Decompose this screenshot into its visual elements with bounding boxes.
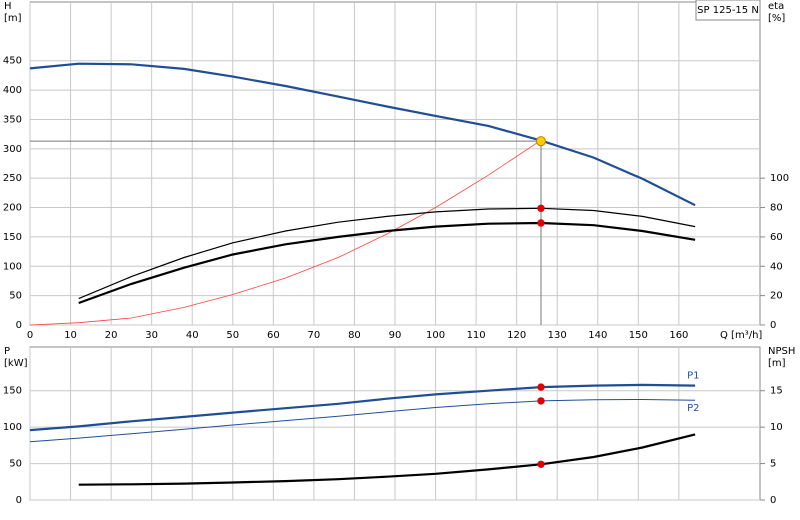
x-tick-label: 70 <box>308 330 321 341</box>
y2-tick-label: 0 <box>770 495 776 506</box>
series-line <box>29 383 696 432</box>
y2-tick-label: 10 <box>770 422 783 433</box>
y2-tick-label: 0 <box>770 320 776 331</box>
y2-tick-label: 40 <box>770 261 783 272</box>
y-tick-label: 0 <box>16 495 22 506</box>
y-tick-label: 0 <box>16 320 22 331</box>
y2-tick-label: 20 <box>770 291 783 302</box>
marker <box>537 397 545 405</box>
y2-axis-label: NPSH <box>768 346 795 357</box>
y-axis-label: P <box>4 346 10 357</box>
y2-tick-label: 15 <box>770 386 783 397</box>
x-tick-label: 20 <box>105 330 118 341</box>
y-tick-label: 400 <box>3 85 22 96</box>
y2-axis-label: [%] <box>768 13 785 24</box>
marker <box>537 460 545 468</box>
y-tick-label: 200 <box>3 203 22 214</box>
y-tick-label: 250 <box>3 173 22 184</box>
y2-tick-label: 100 <box>770 173 789 184</box>
series-label: P1 <box>687 371 699 382</box>
x-tick-label: 90 <box>389 330 402 341</box>
marker <box>537 219 545 227</box>
x-tick-label: 100 <box>426 330 445 341</box>
y-tick-label: 450 <box>3 56 22 67</box>
y-tick-label: 350 <box>3 114 22 125</box>
x-tick-label: 50 <box>226 330 239 341</box>
marker <box>537 383 545 391</box>
series-line <box>78 207 696 300</box>
series-line <box>29 398 696 443</box>
y-axis-label: H <box>4 1 12 12</box>
y2-tick-label: 60 <box>770 232 783 243</box>
y-tick-label: 300 <box>3 144 22 155</box>
x-tick-label: 120 <box>507 330 526 341</box>
y2-axis-label: eta <box>768 1 784 12</box>
y2-tick-label: 80 <box>770 203 783 214</box>
y2-tick-label: 5 <box>770 459 776 470</box>
x-tick-label: 0 <box>27 330 33 341</box>
y-tick-label: 150 <box>3 386 22 397</box>
x-tick-label: 80 <box>348 330 361 341</box>
y2-axis-label: [m] <box>768 358 786 369</box>
x-tick-label: 40 <box>186 330 199 341</box>
series-line <box>29 62 696 207</box>
y-tick-label: 50 <box>9 291 22 302</box>
x-tick-label: 10 <box>64 330 77 341</box>
y-axis-label: [kW] <box>4 358 28 369</box>
y-axis-label: [m] <box>4 13 22 24</box>
x-tick-label: 160 <box>669 330 688 341</box>
label-box-text: SP 125-15 N <box>697 5 759 16</box>
series-label: P2 <box>687 403 699 414</box>
label-box <box>695 0 761 21</box>
x-tick-label: 130 <box>548 330 567 341</box>
y-tick-label: 100 <box>3 422 22 433</box>
x-tick-label: 110 <box>467 330 486 341</box>
x-tick-label: 30 <box>145 330 158 341</box>
series-line <box>29 142 538 326</box>
marker <box>536 136 546 147</box>
x-tick-label: 150 <box>629 330 648 341</box>
x-axis-label: Q [m³/h] <box>720 330 762 341</box>
series-line <box>78 433 696 486</box>
marker <box>537 204 545 212</box>
y-tick-label: 50 <box>9 459 22 470</box>
y-tick-label: 100 <box>3 261 22 272</box>
y-tick-label: 150 <box>3 232 22 243</box>
x-tick-label: 60 <box>267 330 280 341</box>
series-line <box>78 221 696 305</box>
x-tick-label: 140 <box>588 330 607 341</box>
